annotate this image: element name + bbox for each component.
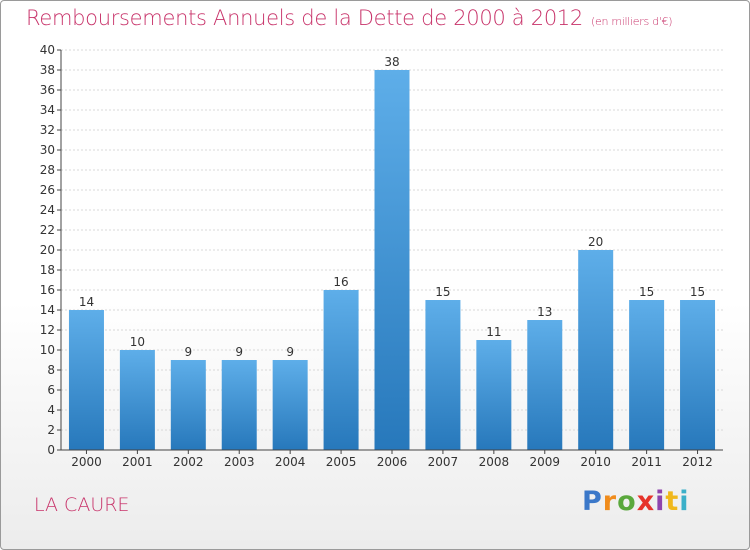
logo-letter: P xyxy=(582,486,603,517)
y-tick-label: 34 xyxy=(40,103,55,117)
data-label: 9 xyxy=(286,345,294,359)
place-name: LA CAURE xyxy=(34,494,130,516)
y-tick-label: 14 xyxy=(40,303,55,317)
axes: 0246810121416182022242628303234363840200… xyxy=(40,43,723,469)
chart-title-text: Remboursements Annuels de la Dette de 20… xyxy=(26,6,583,30)
y-tick-label: 20 xyxy=(40,243,55,257)
y-tick-label: 6 xyxy=(47,383,55,397)
chart-subtitle: (en milliers d'€) xyxy=(591,15,673,28)
x-tick-label: 2006 xyxy=(377,455,408,469)
logo-letter: i xyxy=(655,486,666,517)
x-tick-label: 2009 xyxy=(529,455,560,469)
logo-letter: r xyxy=(602,486,618,517)
bar xyxy=(119,350,155,450)
bar xyxy=(425,300,461,450)
proxiti-logo: Proxiti xyxy=(582,486,690,517)
y-tick-label: 8 xyxy=(47,363,55,377)
data-labels: 14 10 9 9 9 16 38 15 11 13 20 15 15 xyxy=(79,55,705,359)
data-label: 38 xyxy=(384,55,399,69)
logo-letter: x xyxy=(636,486,656,517)
data-label: 9 xyxy=(184,345,192,359)
y-tick-label: 22 xyxy=(40,223,55,237)
data-label: 15 xyxy=(435,285,450,299)
y-tick-label: 0 xyxy=(47,443,55,457)
logo-letter: t xyxy=(665,486,680,517)
y-tick-label: 36 xyxy=(40,83,55,97)
bar xyxy=(221,360,257,450)
logo-letter: i xyxy=(679,486,690,517)
data-label: 10 xyxy=(130,335,145,349)
bar xyxy=(374,70,410,450)
y-tick-label: 12 xyxy=(40,323,55,337)
bar xyxy=(578,250,614,450)
bar xyxy=(68,310,104,450)
x-tick-label: 2005 xyxy=(326,455,357,469)
bar xyxy=(629,300,665,450)
y-tick-label: 26 xyxy=(40,183,55,197)
bar xyxy=(476,340,512,450)
x-tick-label: 2001 xyxy=(122,455,153,469)
bars xyxy=(68,70,716,450)
y-tick-label: 16 xyxy=(40,283,55,297)
x-tick-label: 2008 xyxy=(479,455,510,469)
y-tick-label: 18 xyxy=(40,263,55,277)
data-label: 11 xyxy=(486,325,501,339)
data-label: 9 xyxy=(235,345,243,359)
y-tick-label: 38 xyxy=(40,63,55,77)
data-label: 15 xyxy=(690,285,705,299)
bar xyxy=(323,290,359,450)
y-tick-label: 10 xyxy=(40,343,55,357)
y-tick-label: 40 xyxy=(40,43,55,57)
chart-title: Remboursements Annuels de la Dette de 20… xyxy=(26,6,672,30)
x-tick-label: 2012 xyxy=(682,455,713,469)
x-tick-label: 2003 xyxy=(224,455,255,469)
x-tick-label: 2004 xyxy=(275,455,306,469)
x-tick-label: 2007 xyxy=(428,455,459,469)
x-tick-label: 2011 xyxy=(631,455,662,469)
bar xyxy=(527,320,563,450)
data-label: 20 xyxy=(588,235,603,249)
y-tick-label: 2 xyxy=(47,423,55,437)
data-label: 16 xyxy=(333,275,348,289)
x-tick-label: 2000 xyxy=(71,455,102,469)
y-tick-label: 30 xyxy=(40,143,55,157)
data-label: 14 xyxy=(79,295,94,309)
logo-letter: o xyxy=(617,486,637,517)
y-tick-label: 32 xyxy=(40,123,55,137)
y-tick-label: 28 xyxy=(40,163,55,177)
data-label: 13 xyxy=(537,305,552,319)
x-tick-label: 2010 xyxy=(580,455,611,469)
data-label: 15 xyxy=(639,285,654,299)
y-tick-label: 4 xyxy=(47,403,55,417)
bar xyxy=(170,360,206,450)
x-tick-label: 2002 xyxy=(173,455,204,469)
bar xyxy=(680,300,716,450)
bar xyxy=(272,360,308,450)
y-tick-label: 24 xyxy=(40,203,55,217)
